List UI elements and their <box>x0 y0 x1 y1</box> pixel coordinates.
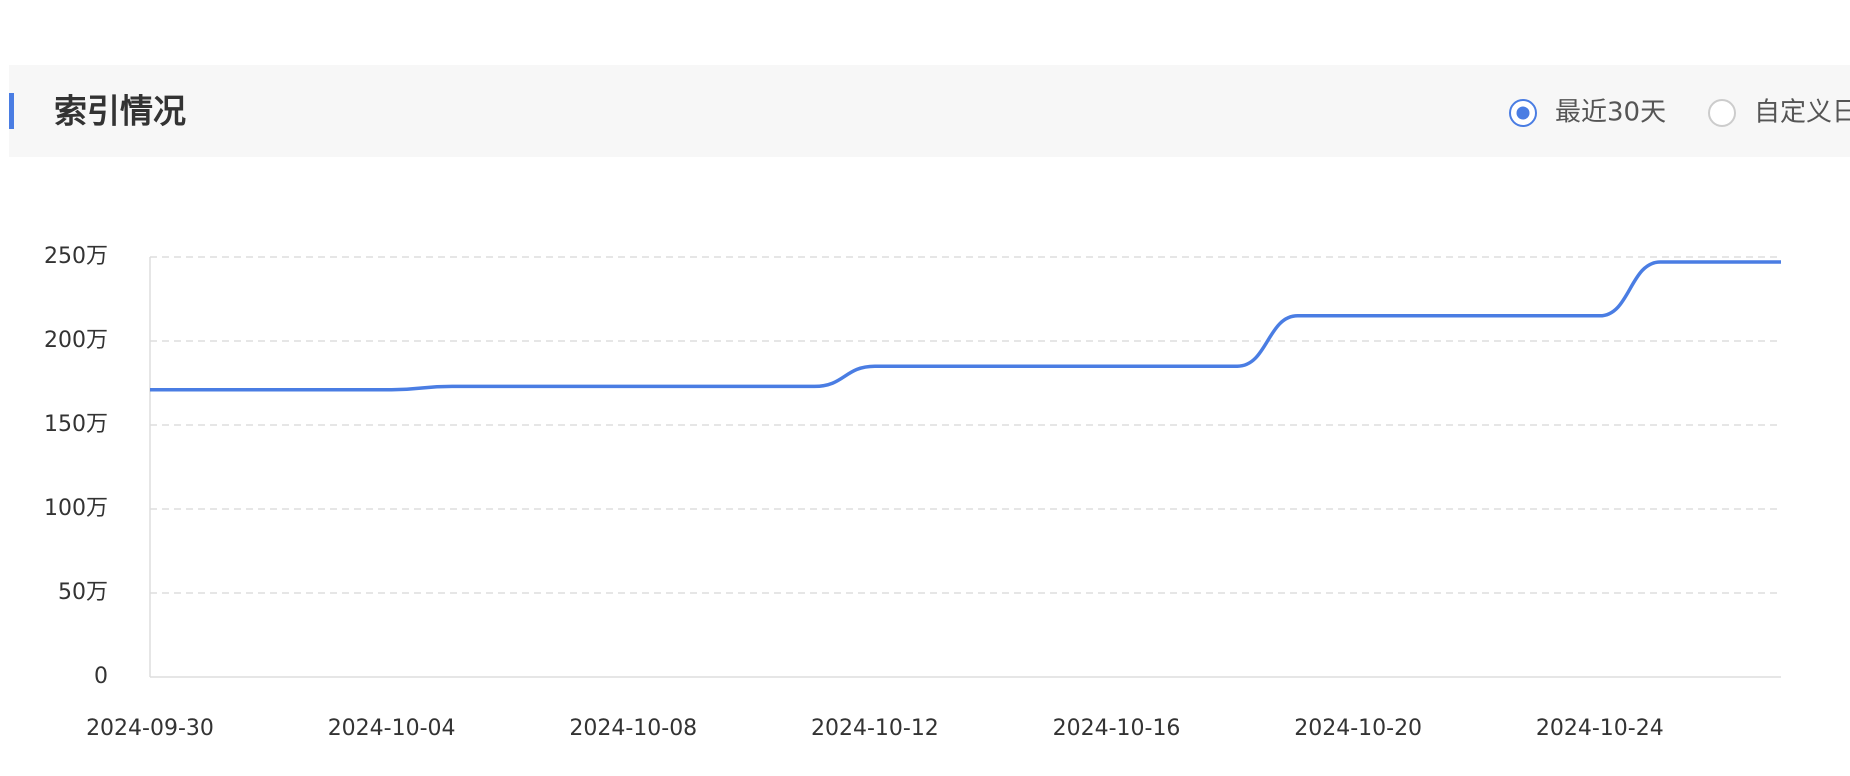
y-tick-label: 0 <box>94 664 108 689</box>
y-tick-label: 200万 <box>44 328 108 353</box>
y-tick-label: 50万 <box>58 580 108 605</box>
x-tick-label: 2024-10-16 <box>1053 716 1181 741</box>
x-tick-label: 2024-10-24 <box>1536 716 1664 741</box>
radio-dot <box>1516 106 1530 120</box>
radio[interactable] <box>1708 99 1736 127</box>
x-tick-label: 2024-10-12 <box>811 716 939 741</box>
y-tick-label: 100万 <box>44 496 108 521</box>
header-band <box>9 65 1850 157</box>
radio-label[interactable]: 自定义日 <box>1754 98 1850 128</box>
x-tick-label: 2024-09-30 <box>86 716 214 741</box>
x-tick-label: 2024-10-04 <box>328 716 456 741</box>
y-tick-label: 250万 <box>44 244 108 269</box>
y-tick-label: 150万 <box>44 412 108 437</box>
section-title: 索引情况 <box>54 92 186 131</box>
header-accent <box>9 93 14 129</box>
x-tick-label: 2024-10-20 <box>1294 716 1422 741</box>
x-tick-label: 2024-10-08 <box>569 716 697 741</box>
data-line <box>150 260 1782 392</box>
radio-label[interactable]: 最近30天 <box>1555 98 1666 128</box>
